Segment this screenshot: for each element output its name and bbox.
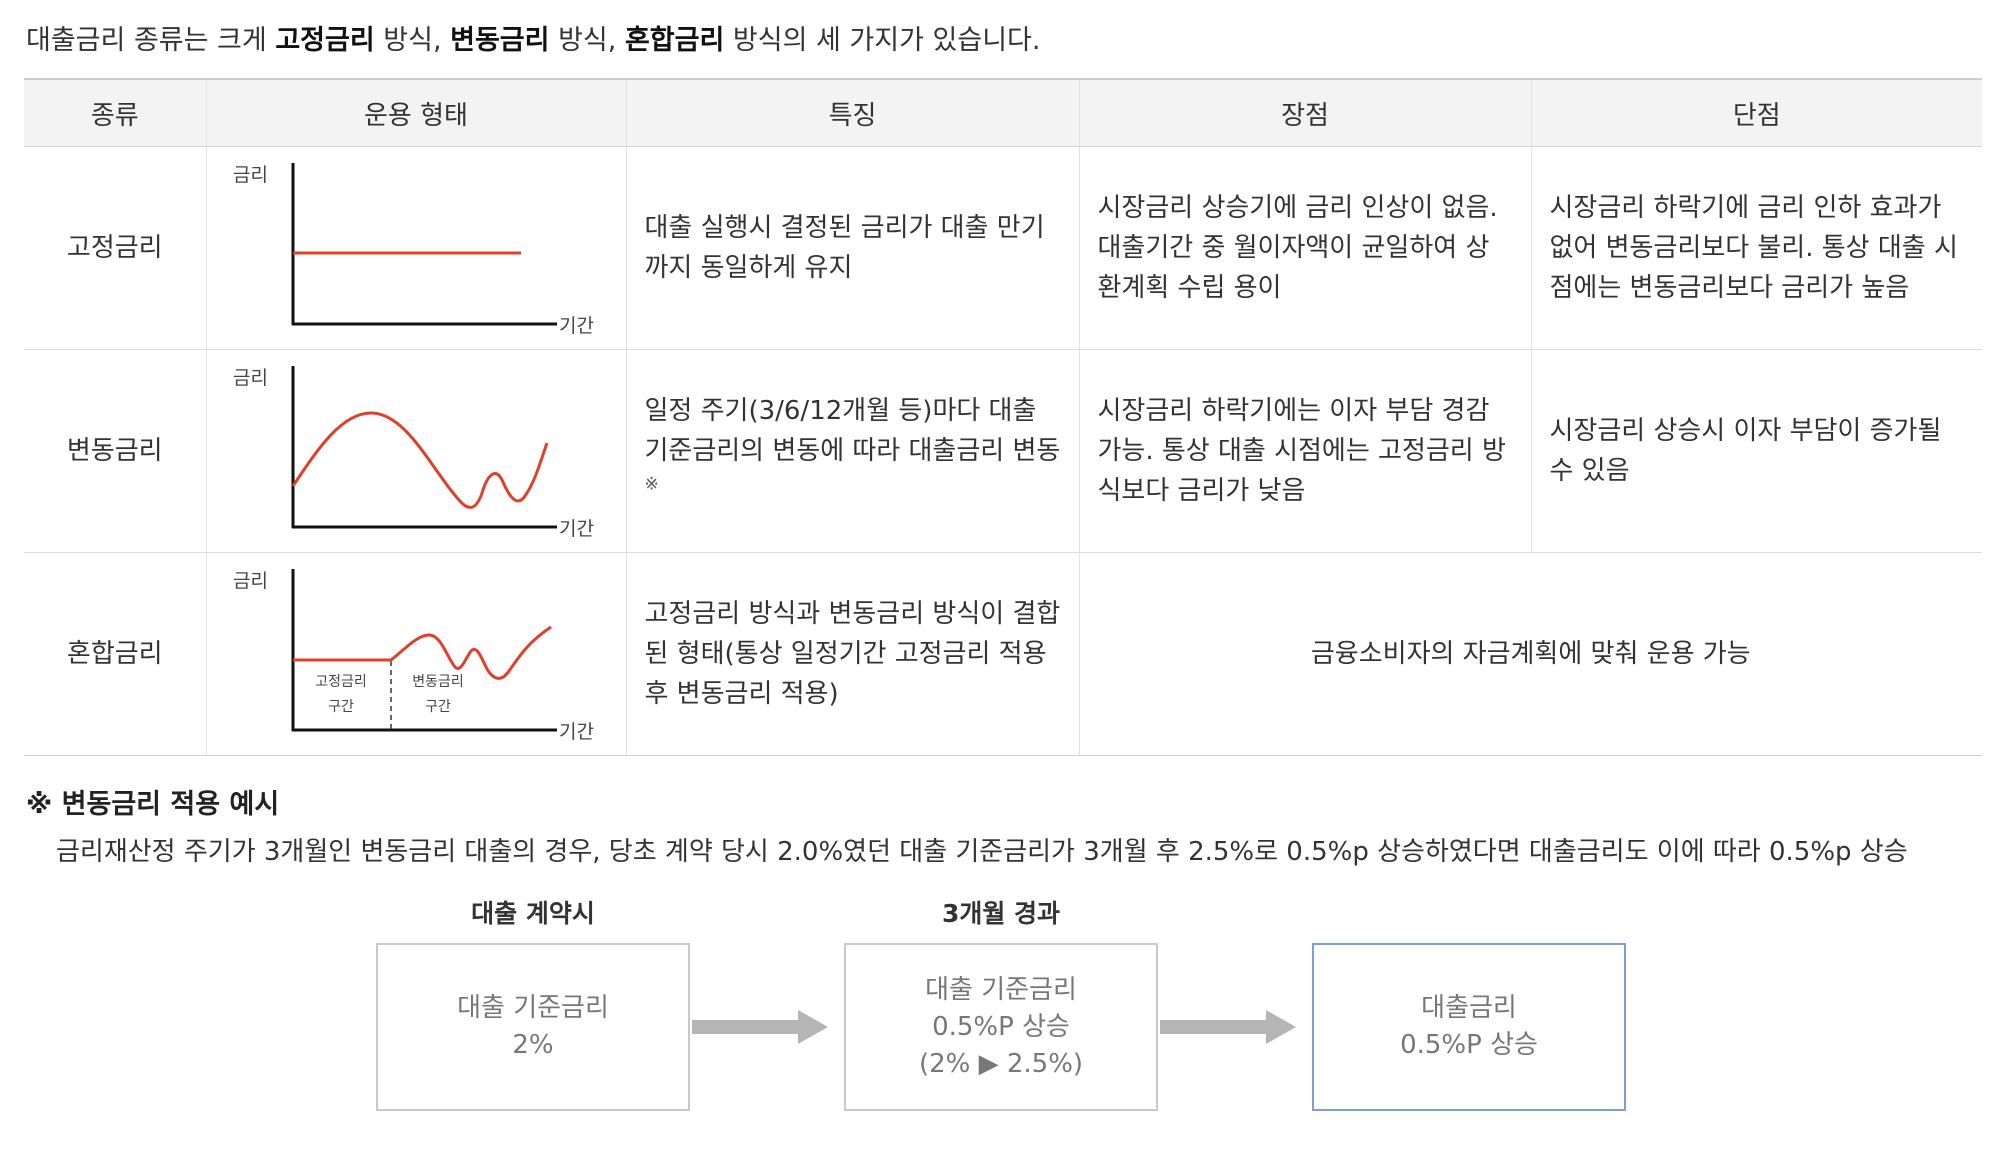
intro-pre: 대출금리 종류는 크게 <box>26 25 276 56</box>
variable-segment-label: 변동금리 <box>412 674 464 690</box>
arrow-head <box>1266 1010 1296 1044</box>
graph-x-label: 기간 <box>559 315 594 337</box>
table-row-fixed: 고정금리 금리 기간 대출 실행시 결정된 금리가 대출 만기까지 동일하게 유… <box>24 146 1982 350</box>
box-3months-line3: (2% ▶ 2.5%) <box>918 1048 1084 1079</box>
box-3months-line1: 대출 기준금리 <box>925 974 1077 1005</box>
header-kind: 종류 <box>24 78 206 147</box>
header-pros: 장점 <box>1078 78 1531 147</box>
feature-fixed: 대출 실행시 결정된 금리가 대출 만기까지 동일하게 유지 <box>625 146 1079 350</box>
feature-variable: 일정 주기(3/6/12개월 등)마다 대출 기준금리의 변동에 따라 대출금리… <box>625 349 1079 553</box>
intro-post: 방식의 세 가지가 있습니다. <box>724 25 1041 56</box>
box-3months-line2: 0.5%P 상승 <box>932 1011 1070 1042</box>
graph-x-label: 기간 <box>559 518 594 540</box>
box-result-line1: 대출금리 <box>1421 993 1517 1023</box>
intro-mid2: 방식, <box>549 25 625 56</box>
header-shape: 운용 형태 <box>205 78 626 147</box>
arrow-head <box>798 1010 828 1044</box>
graph-cell-fixed: 금리 기간 <box>205 146 626 350</box>
feature-variable-text: 일정 주기(3/6/12개월 등)마다 대출 기준금리의 변동에 따라 대출금리… <box>644 396 1061 466</box>
box-result-line2: 0.5%P 상승 <box>1400 1030 1538 1060</box>
kind-fixed: 고정금리 <box>24 146 206 350</box>
intro-mid1: 방식, <box>374 25 451 56</box>
graph-x-label: 기간 <box>559 721 594 743</box>
flow-label-3months: 3개월 경과 <box>941 899 1061 928</box>
intro-fixed: 고정금리 <box>275 25 375 56</box>
intro-variable: 변동금리 <box>450 25 550 56</box>
kind-variable: 변동금리 <box>24 349 206 553</box>
fixed-segment-label: 고정금리 <box>315 674 367 690</box>
table-row-mixed: 혼합금리 금리 기간 고정금리 구간 변동금리 구간 고정금리 방식과 변동금리… <box>24 552 1982 756</box>
rate-type-table: 종류 운용 형태 특징 장점 단점 고정금리 금리 기간 대출 실행시 결정된 … <box>24 78 1982 756</box>
pros-variable: 시장금리 하락기에는 이자 부담 경감 가능. 통상 대출 시점에는 고정금리 … <box>1078 349 1531 553</box>
kind-mixed: 혼합금리 <box>24 552 206 756</box>
table-header-row: 종류 운용 형태 특징 장점 단점 <box>24 78 1982 147</box>
box-contract-line1: 대출 기준금리 <box>457 993 609 1023</box>
box-contract-line2: 2% <box>512 1030 554 1060</box>
pros-cons-mixed: 금융소비자의 자금계획에 맞춰 운용 가능 <box>1078 552 1982 756</box>
graph-y-label: 금리 <box>233 164 268 186</box>
flow-box-result: 대출금리 0.5%P 상승 <box>1312 943 1626 1111</box>
intro-mixed: 혼합금리 <box>624 25 725 56</box>
variable-rate-curve <box>291 411 548 509</box>
cons-variable: 시장금리 상승시 이자 부담이 증가될 수 있음 <box>1530 349 1982 553</box>
header-feature: 특징 <box>625 78 1079 147</box>
flow-arrow-1 <box>692 1010 828 1044</box>
pros-fixed: 시장금리 상승기에 금리 인상이 없음. 대출기간 중 월이자액이 균일하여 상… <box>1078 146 1531 350</box>
flow-arrow-2 <box>1160 1010 1296 1044</box>
intro-text: 대출금리 종류는 크게 고정금리 방식, 변동금리 방식, 혼합금리 방식의 세… <box>26 18 1040 57</box>
mixed-rate-curve <box>292 625 552 680</box>
example-title: ※ 변동금리 적용 예시 <box>26 789 280 820</box>
variable-segment-label-2: 구간 <box>425 699 451 715</box>
flow-label-contract: 대출 계약시 <box>471 899 595 928</box>
graph-y-label: 금리 <box>233 570 268 592</box>
example-body: 금리재산정 주기가 3개월인 변동금리 대출의 경우, 당초 계약 당시 2.0… <box>56 837 1908 867</box>
mixed-rate-graph: 금리 기간 고정금리 구간 변동금리 구간 <box>233 569 594 743</box>
graph-y-label: 금리 <box>233 367 268 389</box>
graph-cell-variable: 금리 기간 <box>205 349 626 553</box>
feature-mixed: 고정금리 방식과 변동금리 방식이 결합된 형태(통상 일정기간 고정금리 적용… <box>625 552 1079 756</box>
graph-cell-mixed: 금리 기간 고정금리 구간 변동금리 구간 <box>205 552 626 756</box>
fixed-rate-graph: 금리 기간 <box>233 163 594 337</box>
header-cons: 단점 <box>1530 78 1982 147</box>
flow-box-3months: 대출 기준금리 0.5%P 상승 (2% ▶ 2.5%) <box>844 943 1158 1111</box>
arrow-shaft <box>692 1020 800 1034</box>
cons-fixed: 시장금리 하락기에 금리 인하 효과가 없어 변동금리보다 불리. 통상 대출 … <box>1530 146 1982 350</box>
arrow-shaft <box>1160 1020 1268 1034</box>
table-row-variable: 변동금리 금리 기간 일정 주기(3/6/12개월 등)마다 대출 기준금리의 … <box>24 349 1982 553</box>
flow-box-contract: 대출 기준금리 2% <box>376 943 690 1111</box>
footnote-mark: ※ <box>644 474 659 495</box>
variable-rate-graph: 금리 기간 <box>233 366 594 540</box>
fixed-segment-label-2: 구간 <box>328 699 354 715</box>
